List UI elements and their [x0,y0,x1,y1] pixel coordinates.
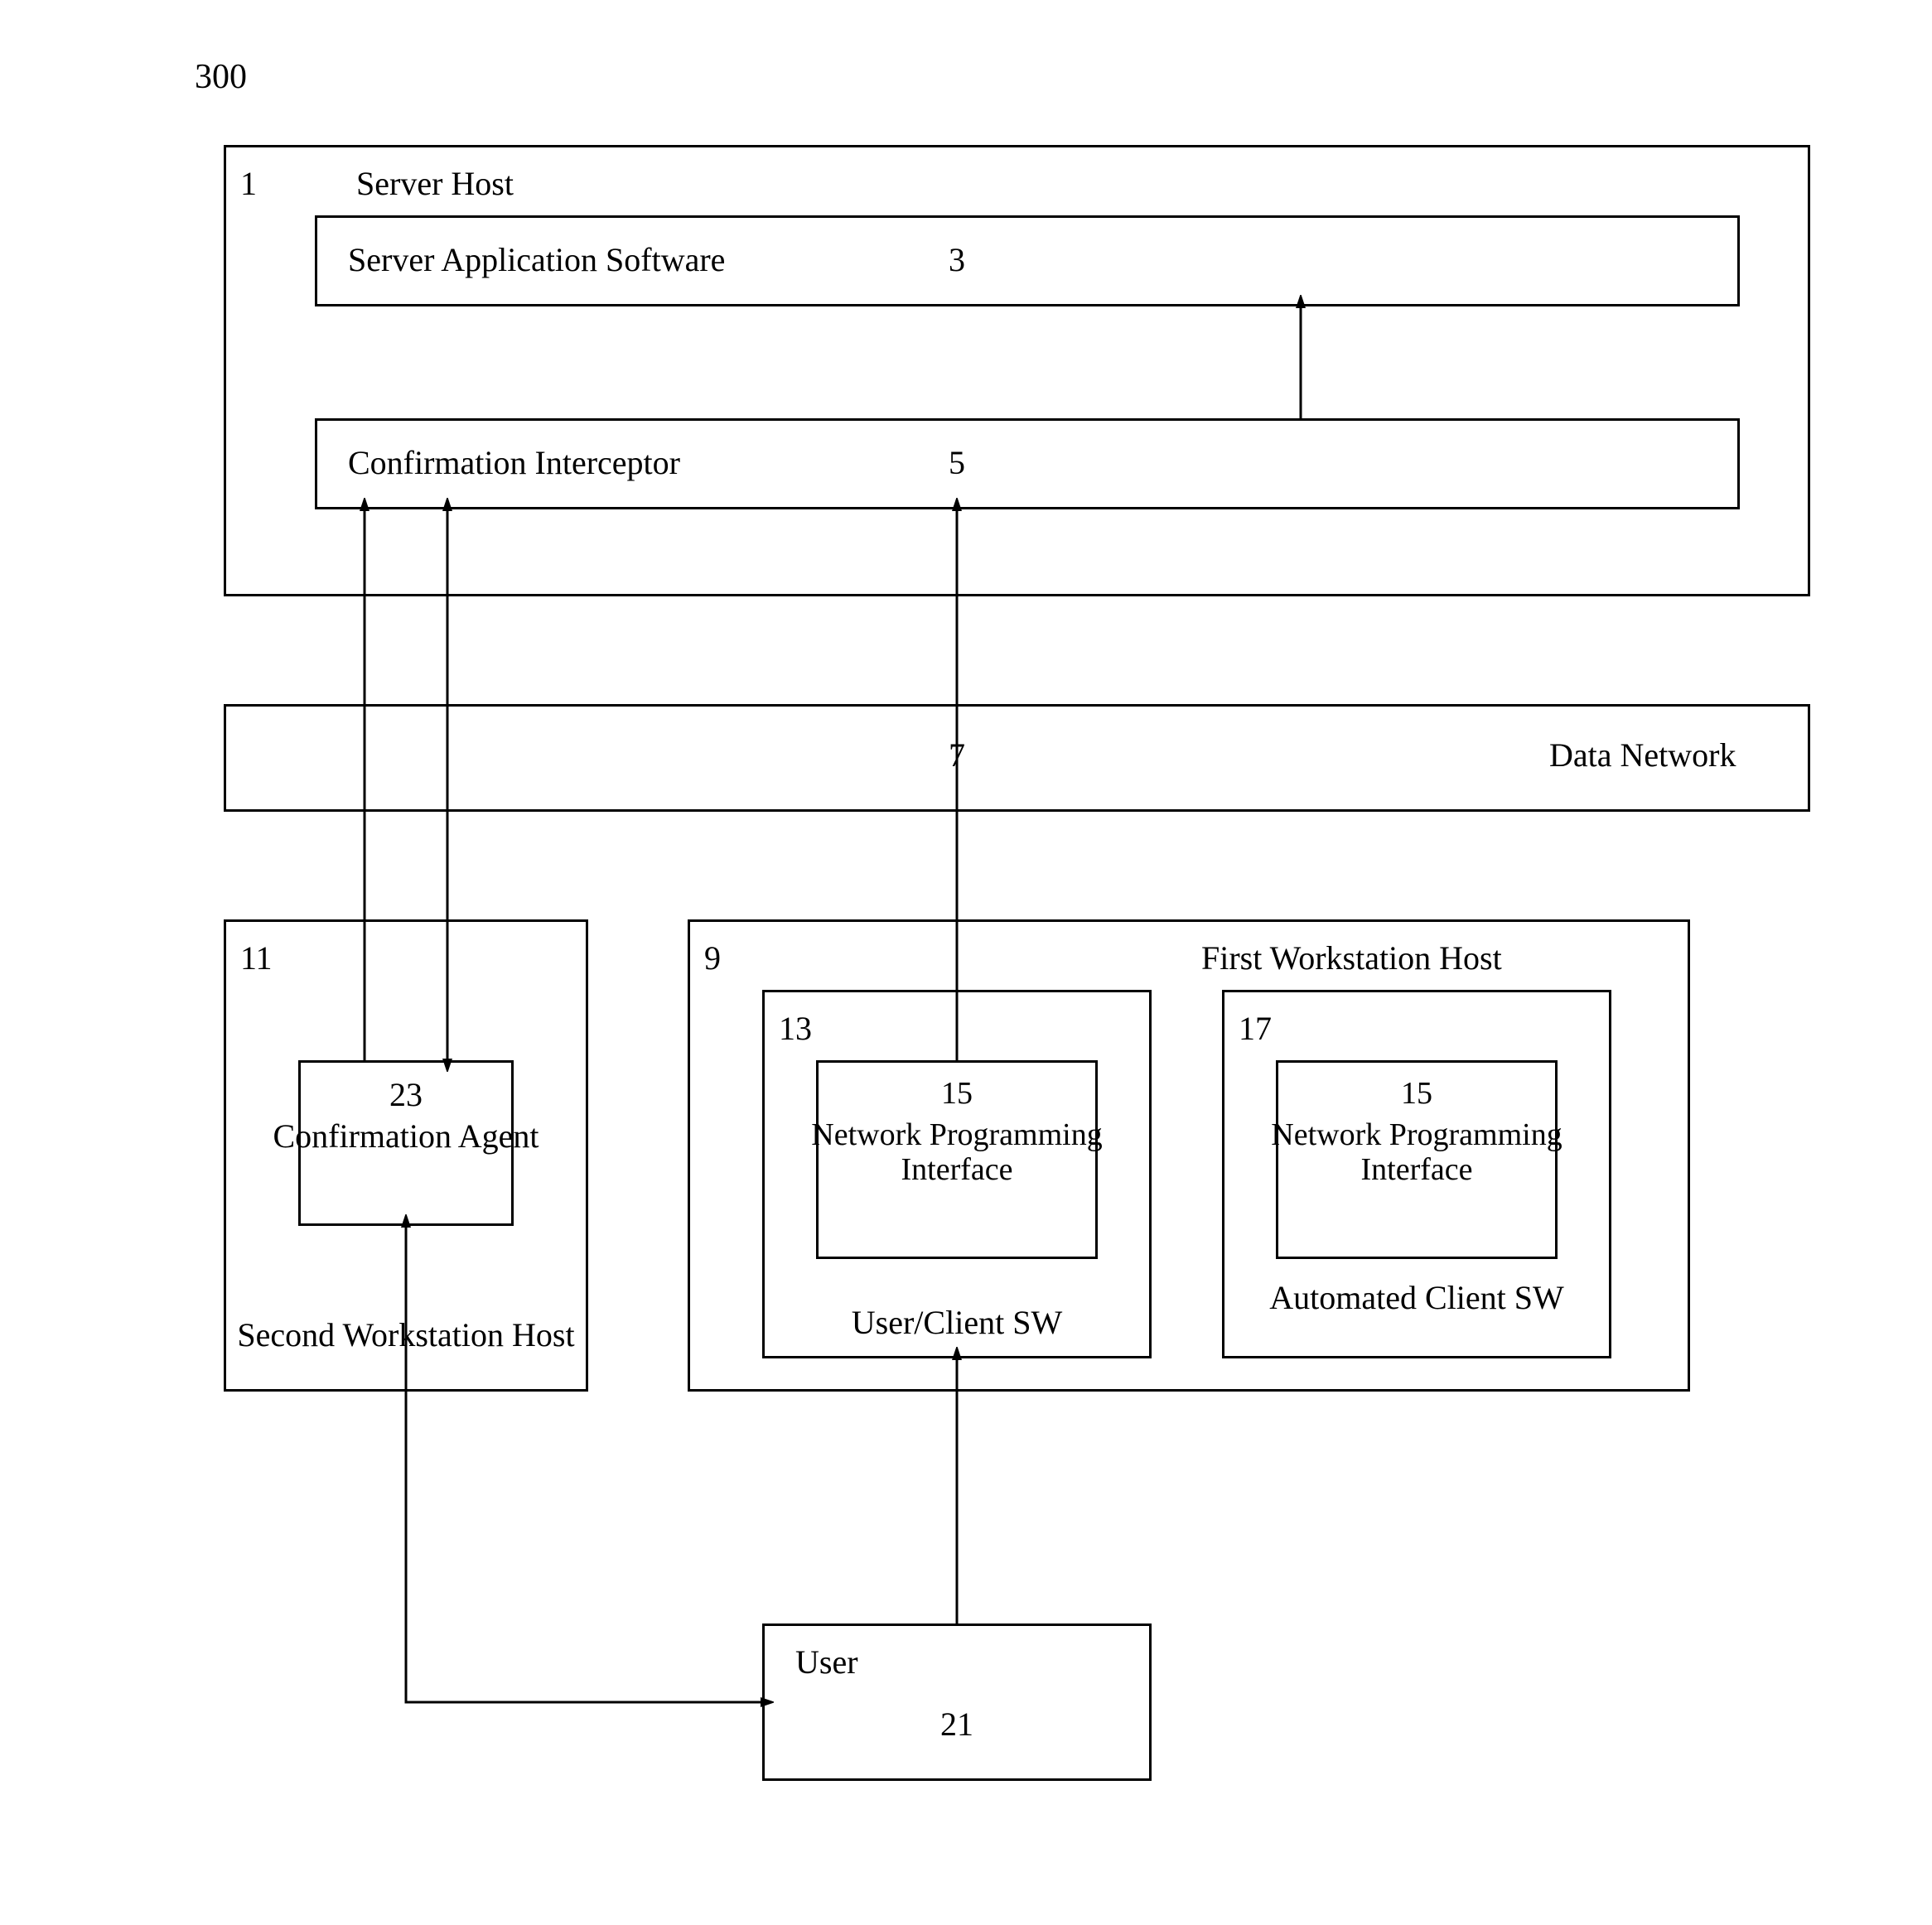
box-title-user_client_outer: User/Client SW [783,1305,1131,1341]
box-id-data_network: 7 [949,737,965,774]
box-server_host [224,145,1810,596]
box-id-first_ws: 9 [704,940,721,977]
box-title-npi_left: Network Programming Interface [783,1118,1131,1188]
box-id-npi_left: 15 [833,1077,1081,1112]
box-id-server_app: 3 [949,242,965,278]
box-id-npi_right: 15 [1292,1077,1541,1112]
box-id-user: 21 [833,1706,1081,1743]
box-title-user: User [795,1644,858,1681]
box-id-confirm_intercept: 5 [949,445,965,481]
box-id-second_ws: 11 [240,940,273,977]
box-title-server_app: Server Application Software [348,242,725,278]
elbow-second-ws-to-user [406,1392,762,1702]
system-architecture-diagram: 300 1 Server Host 3 Server Application Softw… [0,0,1932,1925]
box-title-npi_right: Network Programming Interface [1243,1118,1591,1188]
figure-number: 300 [195,58,247,96]
box-id-auto_client_outer: 17 [1239,1011,1272,1047]
box-title-first_ws: First Workstation Host [1201,940,1502,977]
box-id-confirm_agent: 23 [282,1077,530,1113]
box-id-server_host: 1 [240,166,257,202]
box-title-data_network: Data Network [1549,737,1736,774]
box-title-confirm_agent: Confirmation Agent [232,1118,580,1155]
box-title-auto_client_outer: Automated Client SW [1243,1280,1591,1316]
box-id-user_client_outer: 13 [779,1011,812,1047]
box-title-second_ws: Second Workstation Host [232,1317,580,1353]
box-title-confirm_intercept: Confirmation Interceptor [348,445,680,481]
box-title-server_host: Server Host [356,166,514,202]
